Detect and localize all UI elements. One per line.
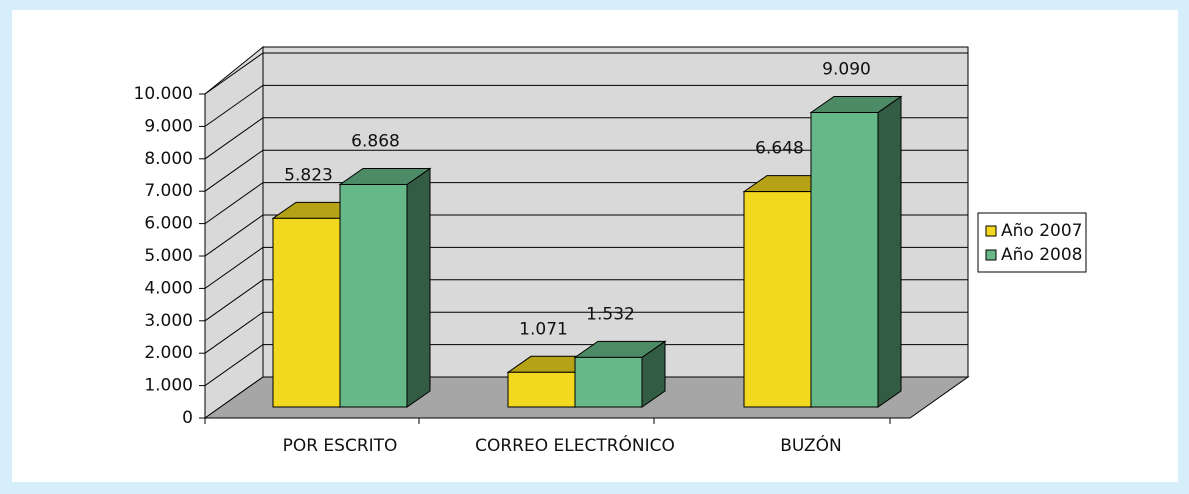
grid-line (204, 344, 968, 387)
grid-line (204, 84, 968, 127)
y-tick-label: 2.000 (144, 343, 193, 363)
legend-swatch (985, 225, 997, 237)
legend-label: Año 2008 (1001, 245, 1082, 265)
value-label: 9.090 (822, 59, 871, 79)
bar (810, 111, 879, 408)
y-tick-label: 0 (182, 408, 193, 428)
x-tick-label: POR ESCRITO (283, 436, 398, 456)
y-tick-label: 8.000 (144, 149, 193, 169)
y-tick-label: 7.000 (144, 181, 193, 201)
bar (743, 191, 812, 408)
grid-line (204, 149, 968, 192)
y-tick-label: 1.000 (144, 376, 193, 396)
grid-line (204, 246, 968, 289)
value-label: 1.532 (586, 304, 635, 324)
bar-side (406, 167, 431, 408)
legend-swatch (985, 249, 997, 261)
y-tick-label: 6.000 (144, 214, 193, 234)
side-wall (204, 45, 264, 419)
bar (339, 183, 408, 408)
y-tick-label: 10.000 (134, 84, 193, 104)
value-label: 5.823 (284, 165, 333, 185)
grid-line (204, 311, 968, 354)
x-tick-label: CORREO ELECTRÓNICO (475, 434, 675, 456)
x-tick-label: BUZÓN (780, 434, 842, 456)
y-tick-label: 3.000 (144, 311, 193, 331)
y-tick-label: 4.000 (144, 278, 193, 298)
y-tick-label: 9.000 (144, 116, 193, 136)
legend-label: Año 2007 (1001, 221, 1082, 241)
legend (977, 212, 1087, 273)
bar-side (877, 95, 902, 408)
bar (272, 217, 341, 408)
value-label: 1.071 (519, 319, 568, 339)
value-label: 6.868 (351, 131, 400, 151)
grid-line (204, 182, 968, 225)
value-label: 6.648 (755, 139, 804, 159)
grid-line (204, 279, 968, 322)
bar (574, 356, 643, 408)
grid-line (204, 214, 968, 257)
grid-line (204, 117, 968, 160)
bar (507, 371, 576, 408)
grid-line (204, 52, 968, 95)
y-tick-label: 5.000 (144, 246, 193, 266)
